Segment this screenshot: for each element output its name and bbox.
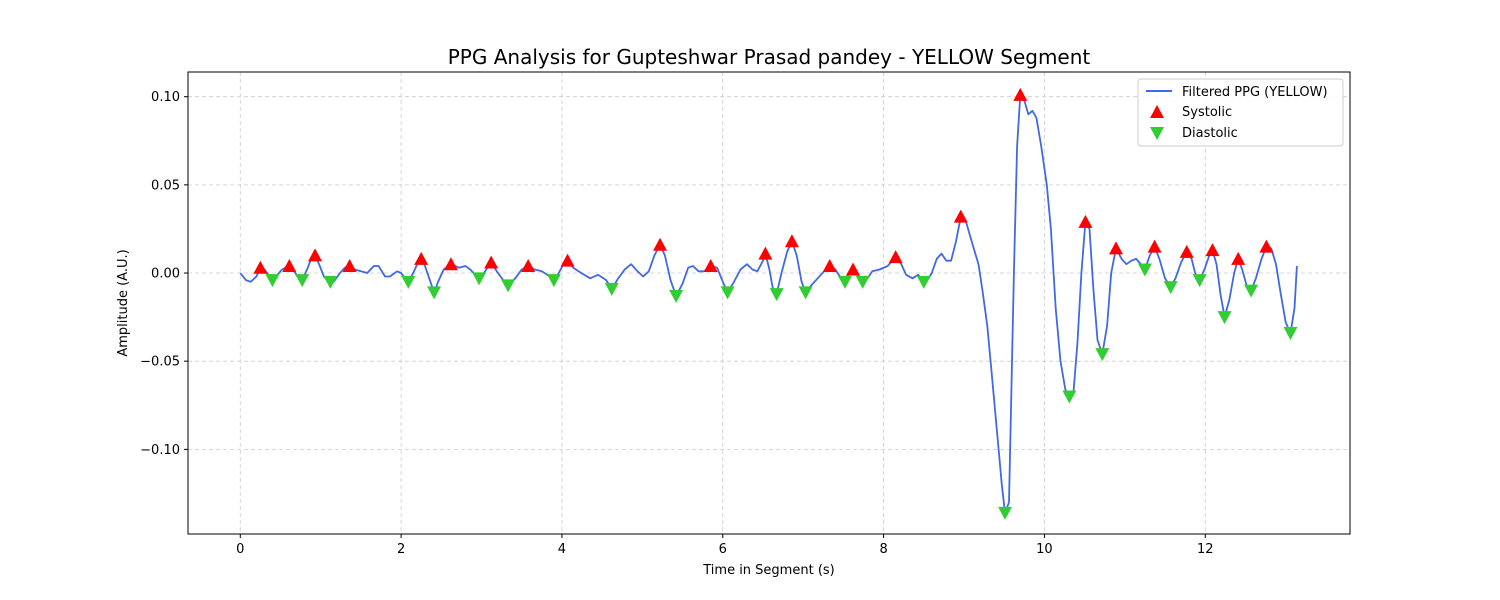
systolic-marker: [758, 246, 773, 260]
systolic-marker: [1147, 239, 1162, 253]
diastolic-marker: [855, 275, 870, 289]
systolic-marker: [308, 248, 323, 262]
plot-area-frame: [187, 71, 1351, 535]
y-axis: 0.10 0.05 0.00 −0.05 −0.10: [140, 90, 188, 458]
x-tick-label: 12: [1197, 542, 1214, 557]
legend-systolic-marker: [1150, 105, 1164, 118]
diastolic-marker: [769, 288, 784, 302]
systolic-marker: [1179, 244, 1194, 258]
diastolic-marker: [720, 286, 735, 300]
systolic-marker: [846, 262, 861, 276]
y-tick-label: 0.05: [151, 178, 180, 193]
legend-label-filtered: Filtered PPG (YELLOW): [1182, 85, 1328, 100]
diastolic-marker: [427, 286, 442, 300]
y-tick-label: −0.10: [140, 443, 180, 458]
diastolic-marker: [837, 275, 852, 289]
diastolic-marker: [1192, 274, 1207, 288]
systolic-marker: [1108, 241, 1123, 255]
diastolic-marker: [1137, 263, 1152, 277]
y-tick-label: 0.10: [151, 90, 180, 105]
x-tick-label: 8: [879, 542, 887, 557]
x-tick-label: 2: [397, 542, 405, 557]
diastolic-marker: [323, 275, 338, 289]
x-tick-label: 4: [558, 542, 566, 557]
systolic-marker: [342, 258, 357, 272]
systolic-marker: [253, 260, 268, 274]
x-tick-label: 10: [1036, 542, 1053, 557]
systolic-marker: [560, 253, 575, 267]
x-tick-label: 6: [719, 542, 727, 557]
x-axis: 0 2 4 6 8 10 12: [236, 534, 1214, 557]
diastolic-marker: [472, 272, 487, 286]
chart-title: PPG Analysis for Gupteshwar Prasad pande…: [448, 45, 1091, 69]
diastolic-marker: [1062, 390, 1077, 404]
systolic-marker: [521, 258, 536, 272]
systolic-marker: [784, 234, 799, 248]
diastolic-marker: [604, 282, 619, 296]
systolic-marker: [888, 250, 903, 264]
systolic-marker: [822, 258, 837, 272]
legend-label-systolic: Systolic: [1182, 105, 1232, 120]
legend-diastolic-marker: [1150, 127, 1164, 140]
data-layer: [239, 87, 1298, 520]
legend-frame: [1137, 78, 1344, 147]
systolic-marker: [443, 257, 458, 271]
legend-label-diastolic: Diastolic: [1182, 126, 1238, 141]
systolic-marker: [953, 209, 968, 223]
diastolic-marker: [1244, 284, 1259, 298]
systolic-marker: [1013, 87, 1028, 101]
y-tick-label: 0.00: [151, 267, 180, 282]
diastolic-marker: [1095, 348, 1110, 362]
diastolic-marker: [916, 275, 931, 289]
systolic-marker: [414, 251, 429, 265]
x-tick-label: 0: [236, 542, 244, 557]
diastolic-marker: [265, 274, 280, 288]
x-axis-label: Time in Segment (s): [702, 563, 834, 578]
diastolic-marker: [1283, 326, 1298, 340]
systolic-marker: [282, 258, 297, 272]
systolic-marker: [1078, 214, 1093, 228]
systolic-marker: [1231, 251, 1246, 265]
grid: [188, 72, 1350, 534]
systolic-marker: [1259, 239, 1274, 253]
systolic-marker: [1205, 243, 1220, 257]
systolic-marker: [653, 237, 668, 251]
diastolic-marker: [1163, 281, 1178, 295]
diastolic-marker: [401, 275, 416, 289]
systolic-marker: [484, 255, 499, 269]
diastolic-marker: [798, 286, 813, 300]
diastolic-marker: [501, 279, 516, 293]
diastolic-marker: [669, 289, 684, 303]
diastolic-marker: [998, 506, 1013, 520]
diastolic-marker: [295, 274, 310, 288]
y-axis-label: Amplitude (A.U.): [116, 249, 131, 356]
legend: Filtered PPG (YELLOW) Systolic Diastolic: [1137, 78, 1344, 147]
diastolic-marker: [1217, 311, 1232, 325]
diastolic-marker: [546, 274, 561, 288]
y-tick-label: −0.05: [140, 355, 180, 370]
systolic-marker: [703, 258, 718, 272]
